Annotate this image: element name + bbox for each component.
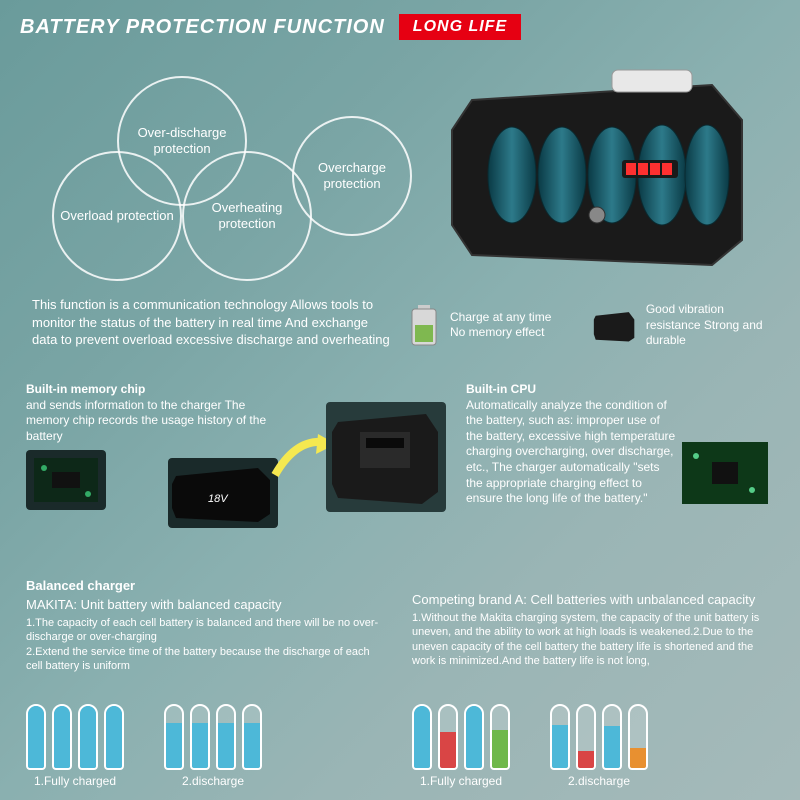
label-r1: 1.Fully charged <box>420 774 502 788</box>
chip-diagram: Built-in memory chip and sends informati… <box>26 382 774 582</box>
cell-tube <box>104 704 124 770</box>
cells-right: 1.Fully charged 2.discharge <box>412 700 774 788</box>
cset-l1: 1.Fully charged <box>26 700 124 788</box>
cell-tube <box>242 704 262 770</box>
intro-text: This function is a communication technol… <box>32 296 392 349</box>
left-sub: MAKITA: Unit battery with balanced capac… <box>26 597 388 612</box>
cpu-body: Automatically analyze the condition of t… <box>466 398 676 507</box>
venn-diagram: Over-discharge protection Overload prote… <box>32 76 362 286</box>
cell-tube <box>78 704 98 770</box>
cset-r2: 2.discharge <box>550 700 648 788</box>
long-life-badge: LONG LIFE <box>399 14 521 40</box>
compare-left: Balanced charger MAKITA: Unit battery wi… <box>26 578 388 673</box>
battery-icon <box>406 302 442 348</box>
compare-right: Competing brand A: Cell batteries with u… <box>412 578 774 673</box>
cset-l2: 2.discharge <box>164 700 262 788</box>
feature-charge: Charge at any time No memory effect <box>406 302 564 349</box>
cell-tube <box>576 704 596 770</box>
battery-hero-image <box>422 60 772 290</box>
battery-image: 18V <box>168 458 278 528</box>
memchip-title: Built-in memory chip <box>26 382 286 398</box>
battery-pack-icon <box>592 302 638 348</box>
circle-overload: Overload protection <box>52 151 182 281</box>
page-title: BATTERY PROTECTION FUNCTION <box>20 16 385 39</box>
cset-r1: 1.Fully charged <box>412 700 510 788</box>
chip-image <box>26 450 106 510</box>
charger-image <box>326 402 446 512</box>
cells-left: 1.Fully charged 2.discharge <box>26 700 388 788</box>
right-body: 1.Without the Makita charging system, th… <box>412 611 774 668</box>
cell-tube <box>164 704 184 770</box>
cell-tube <box>216 704 236 770</box>
memchip-body: and sends information to the charger The… <box>26 398 286 445</box>
cell-tube <box>412 704 432 770</box>
left-head: Balanced charger <box>26 578 388 593</box>
svg-text:18V: 18V <box>208 493 229 505</box>
label-l1: 1.Fully charged <box>34 774 116 788</box>
feature-vibration: Good vibration resistance Strong and dur… <box>592 302 776 349</box>
cell-charts: 1.Fully charged 2.discharge 1.Fully char… <box>26 700 774 788</box>
cell-tube <box>190 704 210 770</box>
cell-tube <box>438 704 458 770</box>
feature-charge-text: Charge at any time No memory effect <box>450 310 564 341</box>
label-r2: 2.discharge <box>568 774 630 788</box>
header: BATTERY PROTECTION FUNCTION LONG LIFE <box>0 0 800 54</box>
cell-tube <box>490 704 510 770</box>
circle-overcharge: Overcharge protection <box>292 116 412 236</box>
feature-row: Charge at any time No memory effect Good… <box>406 302 776 349</box>
label-l2: 2.discharge <box>182 774 244 788</box>
cpu-block: Built-in CPU Automatically analyze the c… <box>466 382 766 507</box>
cell-tube <box>602 704 622 770</box>
pcb-image <box>682 442 768 504</box>
compare-section: Balanced charger MAKITA: Unit battery wi… <box>26 578 774 673</box>
cell-tube <box>464 704 484 770</box>
right-sub: Competing brand A: Cell batteries with u… <box>412 592 774 607</box>
cell-tube <box>628 704 648 770</box>
left-body: 1.The capacity of each cell battery is b… <box>26 616 388 673</box>
feature-vibration-text: Good vibration resistance Strong and dur… <box>646 302 776 349</box>
cell-tube <box>550 704 570 770</box>
cell-tube <box>52 704 72 770</box>
cell-tube <box>26 704 46 770</box>
cpu-title: Built-in CPU <box>466 382 766 398</box>
